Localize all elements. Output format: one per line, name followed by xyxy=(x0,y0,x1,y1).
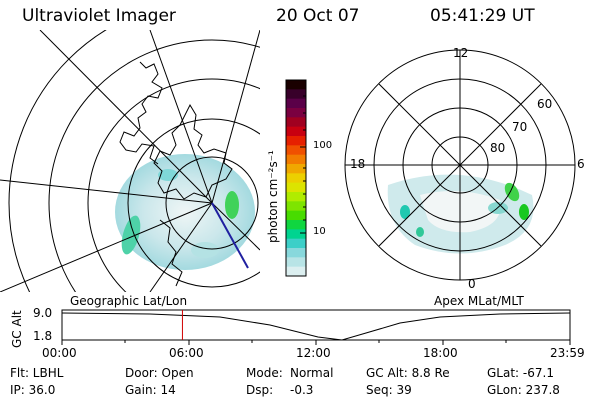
colorbar-segment xyxy=(286,164,306,174)
mlat-label-60: 60 xyxy=(537,97,553,111)
colorbar xyxy=(286,80,306,277)
time-tick-1200: 12:00 xyxy=(296,346,331,360)
time-tick-1800: 18:00 xyxy=(423,346,458,360)
gain-status: Gain: 14 xyxy=(125,383,176,397)
colorbar-segment xyxy=(286,266,306,277)
mlat-label-80: 80 xyxy=(490,141,506,155)
time-tick-0000: 00:00 xyxy=(42,346,77,360)
colorbar-segment xyxy=(286,220,306,230)
seq-status: Seq: 39 xyxy=(366,383,412,397)
colorbar-segment xyxy=(286,257,306,268)
date-label: 20 Oct 07 xyxy=(276,6,360,26)
door-status: Door: Open xyxy=(125,366,194,380)
apex-map xyxy=(344,49,576,281)
mode-label: Mode: xyxy=(246,366,283,380)
mlt-label-0: 0 xyxy=(468,277,476,291)
time-tick-2359: 23:59 xyxy=(550,346,585,360)
colorbar-segment xyxy=(286,201,306,212)
colorbar-segment xyxy=(286,108,306,118)
colorbar-segment xyxy=(286,98,306,109)
geo-aurora-image xyxy=(115,154,255,270)
colorbar-segment xyxy=(286,136,306,146)
dsp-label: Dsp: xyxy=(246,383,274,397)
colorbar-segment xyxy=(286,117,306,128)
colorbar-segment xyxy=(286,173,306,184)
colorbar-segment xyxy=(286,145,306,156)
colorbar-segment xyxy=(286,154,306,165)
mlt-label-18: 18 xyxy=(350,157,366,171)
mlat-label-70: 70 xyxy=(512,120,528,134)
colorbar-unit-label: photon cm⁻²s⁻¹ xyxy=(266,150,280,243)
time-tick-0600: 06:00 xyxy=(169,346,204,360)
colorbar-segment xyxy=(286,80,306,90)
instrument-title: Ultraviolet Imager xyxy=(22,6,176,26)
altitude-panel xyxy=(61,309,571,345)
time-label: 05:41:29 UT xyxy=(430,6,535,26)
apex-aurora-image xyxy=(387,174,534,254)
mode-value: Normal xyxy=(290,366,334,380)
altitude-tick-high: 9.0 xyxy=(33,306,53,320)
colorbar-segment xyxy=(286,238,306,249)
geo-map-label: Geographic Lat/Lon xyxy=(70,294,188,308)
colorbar-segment xyxy=(286,248,306,258)
dsp-value: -0.3 xyxy=(290,383,314,397)
glon-status: GLon: 237.8 xyxy=(487,383,560,397)
gc-alt-status: GC Alt: 8.8 Re xyxy=(366,366,450,380)
ip-status: IP: 36.0 xyxy=(10,383,56,397)
colorbar-segment xyxy=(286,192,306,202)
glat-status: GLat: -67.1 xyxy=(487,366,554,380)
colorbar-segment xyxy=(286,210,306,221)
colorbar-segment xyxy=(286,229,306,240)
mlt-label-6: 6 xyxy=(577,157,585,171)
altitude-tick-low: 1.8 xyxy=(33,329,53,343)
colorbar-segment xyxy=(286,89,306,100)
filter-status: Flt: LBHL xyxy=(10,366,64,380)
colorbar-tick-10: 10 xyxy=(313,226,326,237)
mlt-label-12: 12 xyxy=(453,46,469,60)
colorbar-segment xyxy=(286,182,306,193)
altitude-ylabel: GC Alt xyxy=(10,310,24,348)
apex-map-label: Apex MLat/MLT xyxy=(434,294,524,308)
colorbar-segment xyxy=(286,126,306,137)
colorbar-tick-100: 100 xyxy=(313,140,333,151)
